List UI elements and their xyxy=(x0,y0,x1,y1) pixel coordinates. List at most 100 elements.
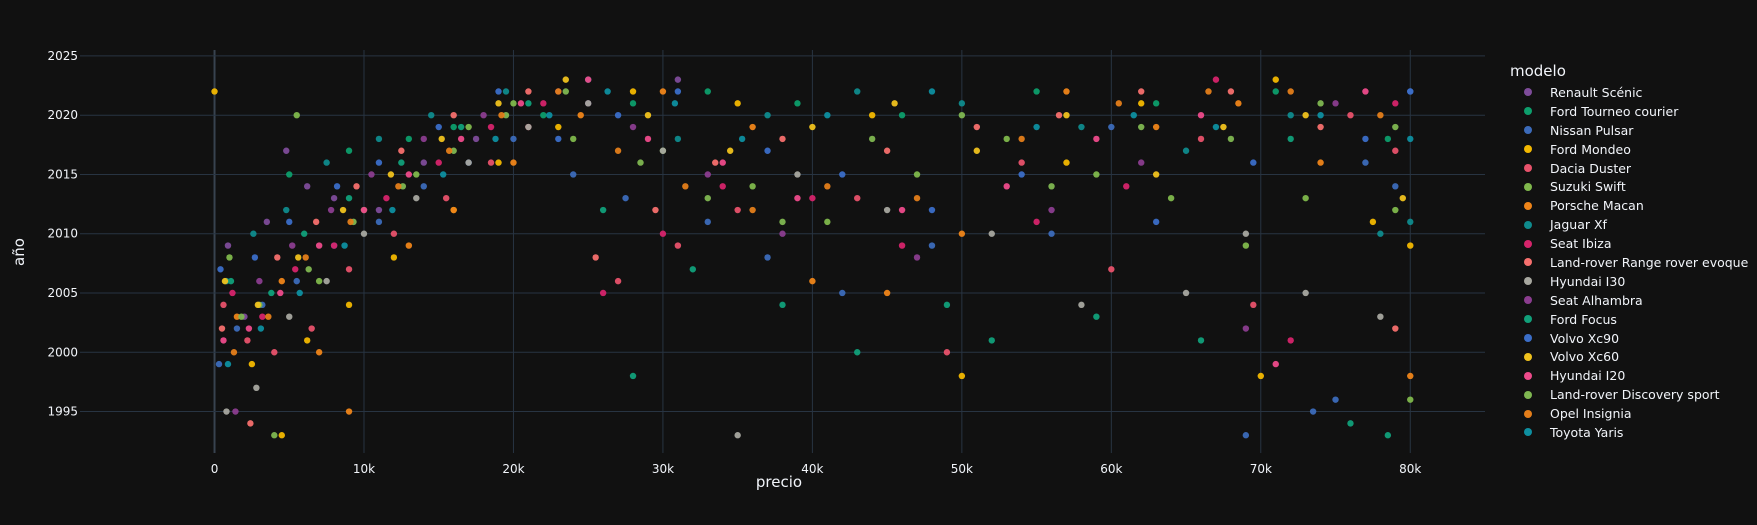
data-point xyxy=(256,277,263,285)
data-point xyxy=(1287,88,1294,95)
data-point xyxy=(301,230,308,237)
data-point xyxy=(345,147,353,154)
data-point xyxy=(726,147,734,154)
legend-item[interactable]: Opel Insignia xyxy=(1510,404,1750,423)
data-point xyxy=(674,88,682,95)
data-point xyxy=(330,242,338,249)
data-point xyxy=(854,194,861,202)
legend-label: Dacia Duster xyxy=(1550,160,1632,176)
data-point xyxy=(277,289,284,297)
legend-marker-icon xyxy=(1524,352,1532,361)
data-point xyxy=(398,159,405,166)
data-point xyxy=(1063,88,1070,95)
data-point xyxy=(245,325,253,332)
legend-item[interactable]: Jaguar Xf xyxy=(1510,215,1750,234)
data-point xyxy=(286,313,293,320)
data-point xyxy=(487,159,495,166)
data-point xyxy=(1167,194,1175,202)
legend-item[interactable]: Hyundai I30 xyxy=(1510,272,1750,291)
data-point xyxy=(510,135,517,143)
data-point xyxy=(734,432,741,439)
data-point xyxy=(614,147,622,154)
legend-marker-icon xyxy=(1524,428,1532,437)
data-point xyxy=(779,218,786,226)
data-point xyxy=(734,206,741,214)
legend-marker-icon xyxy=(1524,390,1532,399)
x-tick-label: 30k xyxy=(652,462,674,476)
legend-label: Suzuki Swift xyxy=(1550,179,1626,195)
data-point xyxy=(450,111,457,119)
data-point xyxy=(450,206,457,214)
data-point xyxy=(1138,88,1145,95)
data-point xyxy=(251,254,259,261)
data-point xyxy=(305,266,312,273)
legend-label: Hyundai I30 xyxy=(1550,273,1626,289)
legend-item[interactable]: Volvo Xc90 xyxy=(1510,329,1750,348)
data-point xyxy=(238,313,245,320)
data-point xyxy=(438,135,445,143)
y-tick-label: 2010 xyxy=(47,227,78,241)
legend-item[interactable]: Seat Ibiza xyxy=(1510,234,1750,253)
data-point xyxy=(230,349,238,356)
data-point xyxy=(345,408,353,415)
data-point xyxy=(495,88,502,95)
data-point xyxy=(599,289,607,297)
legend-label: Ford Focus xyxy=(1550,311,1617,327)
legend-item[interactable]: Toyota Yaris xyxy=(1510,423,1750,442)
legend-item[interactable]: Ford Tourneo courier xyxy=(1510,102,1750,121)
data-point xyxy=(339,206,347,214)
data-point xyxy=(809,194,816,202)
data-point xyxy=(1115,100,1123,107)
data-point xyxy=(323,159,330,166)
data-point xyxy=(973,147,981,154)
legend-item[interactable]: Ford Mondeo xyxy=(1510,140,1750,159)
legend-item[interactable]: Land-rover Discovery sport xyxy=(1510,385,1750,404)
data-point xyxy=(420,183,427,190)
data-point xyxy=(296,289,303,297)
data-point xyxy=(577,111,584,119)
legend-item[interactable]: Seat Alhambra xyxy=(1510,291,1750,310)
data-point xyxy=(221,277,229,285)
legend-item[interactable]: Dacia Duster xyxy=(1510,159,1750,178)
legend-item[interactable]: Hyundai I20 xyxy=(1510,366,1750,385)
data-point xyxy=(435,123,442,131)
data-point xyxy=(510,159,517,166)
data-point xyxy=(1093,171,1100,178)
data-point xyxy=(420,135,427,143)
data-point xyxy=(1018,135,1025,143)
data-point xyxy=(293,111,300,119)
data-point xyxy=(271,349,278,356)
data-point xyxy=(253,384,260,392)
data-point xyxy=(794,194,801,202)
data-point xyxy=(1033,88,1040,95)
legend-item[interactable]: Nissan Pulsar xyxy=(1510,121,1750,140)
legend-item[interactable]: Land-rover Range rover evoque xyxy=(1510,253,1750,272)
data-point xyxy=(1287,111,1294,119)
data-point xyxy=(254,301,262,309)
data-point xyxy=(517,100,525,107)
legend-label: Ford Tourneo courier xyxy=(1550,103,1679,119)
data-point xyxy=(1138,100,1145,107)
data-point xyxy=(1197,135,1205,143)
data-point xyxy=(1272,76,1279,83)
legend-item[interactable]: Renault Scénic xyxy=(1510,83,1750,102)
legend-item[interactable]: Volvo Xc60 xyxy=(1510,347,1750,366)
data-point xyxy=(1242,230,1250,237)
data-point xyxy=(794,171,801,178)
legend-marker-icon xyxy=(1524,88,1532,97)
data-point xyxy=(1048,206,1055,214)
data-point xyxy=(719,159,726,166)
data-point xyxy=(248,360,256,368)
legend-item[interactable]: Suzuki Swift xyxy=(1510,177,1750,196)
data-point xyxy=(839,289,846,297)
data-point xyxy=(958,100,966,107)
data-point xyxy=(1362,159,1369,166)
y-tick-label: 2005 xyxy=(47,286,78,300)
data-point xyxy=(457,135,465,143)
data-point xyxy=(389,206,396,214)
legend-item[interactable]: Porsche Macan xyxy=(1510,196,1750,215)
data-point xyxy=(215,360,223,368)
data-point xyxy=(1392,206,1399,214)
data-point xyxy=(218,325,226,332)
legend-item[interactable]: Ford Focus xyxy=(1510,310,1750,329)
